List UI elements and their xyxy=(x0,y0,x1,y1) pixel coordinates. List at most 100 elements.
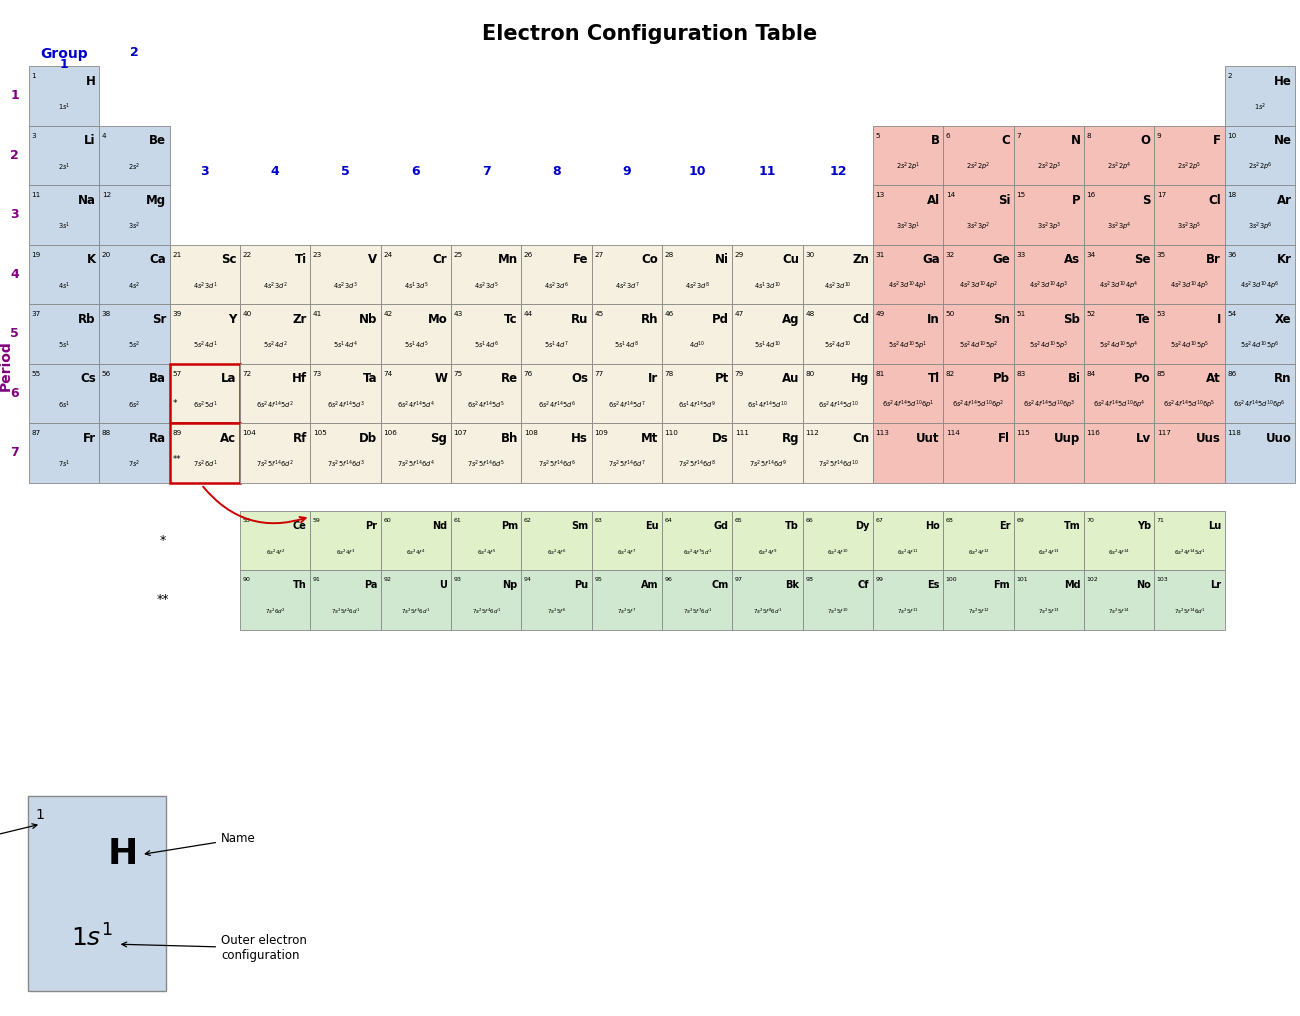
Text: $6s^{2}4f^{7}$: $6s^{2}4f^{7}$ xyxy=(618,548,637,557)
Text: $6s^{2}4f^{14}5d^{3}$: $6s^{2}4f^{14}5d^{3}$ xyxy=(326,399,364,410)
Text: 7: 7 xyxy=(482,165,490,178)
Bar xyxy=(874,185,944,245)
Text: 46: 46 xyxy=(664,311,673,317)
Bar xyxy=(874,510,944,570)
Text: Lr: Lr xyxy=(1210,580,1221,590)
Text: Er: Er xyxy=(998,521,1010,531)
Text: 115: 115 xyxy=(1017,430,1030,436)
Text: N: N xyxy=(1070,134,1080,147)
Text: 43: 43 xyxy=(454,311,463,317)
Text: 6: 6 xyxy=(946,132,950,138)
Text: H: H xyxy=(86,75,96,88)
Text: Rb: Rb xyxy=(78,313,96,326)
Text: *: * xyxy=(173,399,177,408)
Text: $7s^{2}5f^{14}6d^{1}$: $7s^{2}5f^{14}6d^{1}$ xyxy=(1174,607,1205,617)
Text: $7s^{1}$: $7s^{1}$ xyxy=(58,459,70,470)
Bar xyxy=(381,364,451,423)
Bar xyxy=(1225,423,1295,483)
Text: $6s^{2}4f^{7}5d^{1}$: $6s^{2}4f^{7}5d^{1}$ xyxy=(682,548,711,557)
Bar xyxy=(311,510,381,570)
Bar xyxy=(451,304,521,364)
Text: Mo: Mo xyxy=(428,313,447,326)
Text: Sr: Sr xyxy=(152,313,166,326)
Text: At: At xyxy=(1206,373,1221,385)
Text: 34: 34 xyxy=(1087,252,1096,257)
Text: 48: 48 xyxy=(805,311,814,317)
Text: $7s^{2}5f^{6}$: $7s^{2}5f^{6}$ xyxy=(547,607,566,617)
Text: Tm: Tm xyxy=(1063,521,1080,531)
Bar xyxy=(99,364,170,423)
Bar xyxy=(240,423,311,483)
Text: Pm: Pm xyxy=(500,521,517,531)
Bar xyxy=(451,510,521,570)
Bar xyxy=(1154,364,1225,423)
Text: 98: 98 xyxy=(805,577,812,582)
Text: 92: 92 xyxy=(384,577,391,582)
Bar xyxy=(521,510,592,570)
Bar xyxy=(99,185,170,245)
Bar xyxy=(944,570,1014,630)
Text: $1s^{1}$: $1s^{1}$ xyxy=(70,925,112,952)
Text: $7s^{2}5f^{14}$: $7s^{2}5f^{14}$ xyxy=(1109,607,1130,617)
Text: 45: 45 xyxy=(594,311,603,317)
Bar xyxy=(240,245,311,304)
Bar xyxy=(99,245,170,304)
Bar xyxy=(592,304,662,364)
Text: $7s^{2}6d^{2}$: $7s^{2}6d^{2}$ xyxy=(265,607,286,617)
Text: S: S xyxy=(1143,194,1150,207)
Bar xyxy=(521,423,592,483)
Text: 71: 71 xyxy=(1157,517,1165,522)
Text: $5s^{1}4d^{4}$: $5s^{1}4d^{4}$ xyxy=(333,340,358,352)
Text: 114: 114 xyxy=(946,430,959,436)
Text: Ar: Ar xyxy=(1277,194,1291,207)
Text: $7s^{2}$: $7s^{2}$ xyxy=(129,459,140,470)
Text: 112: 112 xyxy=(805,430,819,436)
Bar xyxy=(29,66,99,126)
Text: $5s^{2}4d^{10}5p^{3}$: $5s^{2}4d^{10}5p^{3}$ xyxy=(1030,339,1069,352)
Text: Nd: Nd xyxy=(433,521,447,531)
Bar xyxy=(1225,185,1295,245)
Text: Sn: Sn xyxy=(993,313,1010,326)
Text: 80: 80 xyxy=(805,371,814,377)
Text: $7s^{2}5f^{14}6d^{5}$: $7s^{2}5f^{14}6d^{5}$ xyxy=(468,459,504,470)
Text: $3s^{2}3p^{4}$: $3s^{2}3p^{4}$ xyxy=(1106,220,1131,233)
Text: $7s^{2}5f^{14}6d^{6}$: $7s^{2}5f^{14}6d^{6}$ xyxy=(538,459,576,470)
Text: $4s^{1}3d^{5}$: $4s^{1}3d^{5}$ xyxy=(403,280,428,292)
Text: $2s^{2}$: $2s^{2}$ xyxy=(129,162,140,173)
Text: Tc: Tc xyxy=(504,313,517,326)
Text: 57: 57 xyxy=(172,371,182,377)
Bar xyxy=(732,570,802,630)
Bar xyxy=(521,304,592,364)
Text: Pd: Pd xyxy=(712,313,729,326)
Text: 83: 83 xyxy=(1017,371,1026,377)
Text: $6s^{2}4f^{14}5d^{10}6p^{5}$: $6s^{2}4f^{14}5d^{10}6p^{5}$ xyxy=(1164,399,1216,411)
Text: Ds: Ds xyxy=(712,432,729,445)
Bar xyxy=(1014,510,1084,570)
Text: Br: Br xyxy=(1206,253,1221,266)
Text: 62: 62 xyxy=(524,517,532,522)
Bar xyxy=(802,510,874,570)
Bar xyxy=(381,570,451,630)
Text: Rn: Rn xyxy=(1274,373,1291,385)
Text: 22: 22 xyxy=(243,252,252,257)
Text: 15: 15 xyxy=(1017,192,1026,198)
Bar xyxy=(944,304,1014,364)
Text: 37: 37 xyxy=(31,311,40,317)
Bar xyxy=(521,245,592,304)
Text: $7s^{2}5f^{14}6d^{8}$: $7s^{2}5f^{14}6d^{8}$ xyxy=(679,459,716,470)
Text: $6s^{2}4f^{14}5d^{5}$: $6s^{2}4f^{14}5d^{5}$ xyxy=(468,399,504,410)
Text: 70: 70 xyxy=(1087,517,1095,522)
Bar xyxy=(802,570,874,630)
Text: 96: 96 xyxy=(664,577,672,582)
Bar xyxy=(1225,304,1295,364)
Text: 33: 33 xyxy=(1017,252,1026,257)
Text: Am: Am xyxy=(641,580,659,590)
Text: 90: 90 xyxy=(243,577,251,582)
Text: Ca: Ca xyxy=(150,253,166,266)
Text: $5s^{2}4d^{10}5p^{5}$: $5s^{2}4d^{10}5p^{5}$ xyxy=(1170,339,1209,352)
Text: $6s^{2}4f^{14}$: $6s^{2}4f^{14}$ xyxy=(1109,548,1130,557)
Text: 23: 23 xyxy=(313,252,322,257)
Text: $7s^{2}5f^{14}6d^{9}$: $7s^{2}5f^{14}6d^{9}$ xyxy=(749,459,786,470)
Text: 1: 1 xyxy=(10,89,20,103)
Text: **: ** xyxy=(173,455,181,464)
